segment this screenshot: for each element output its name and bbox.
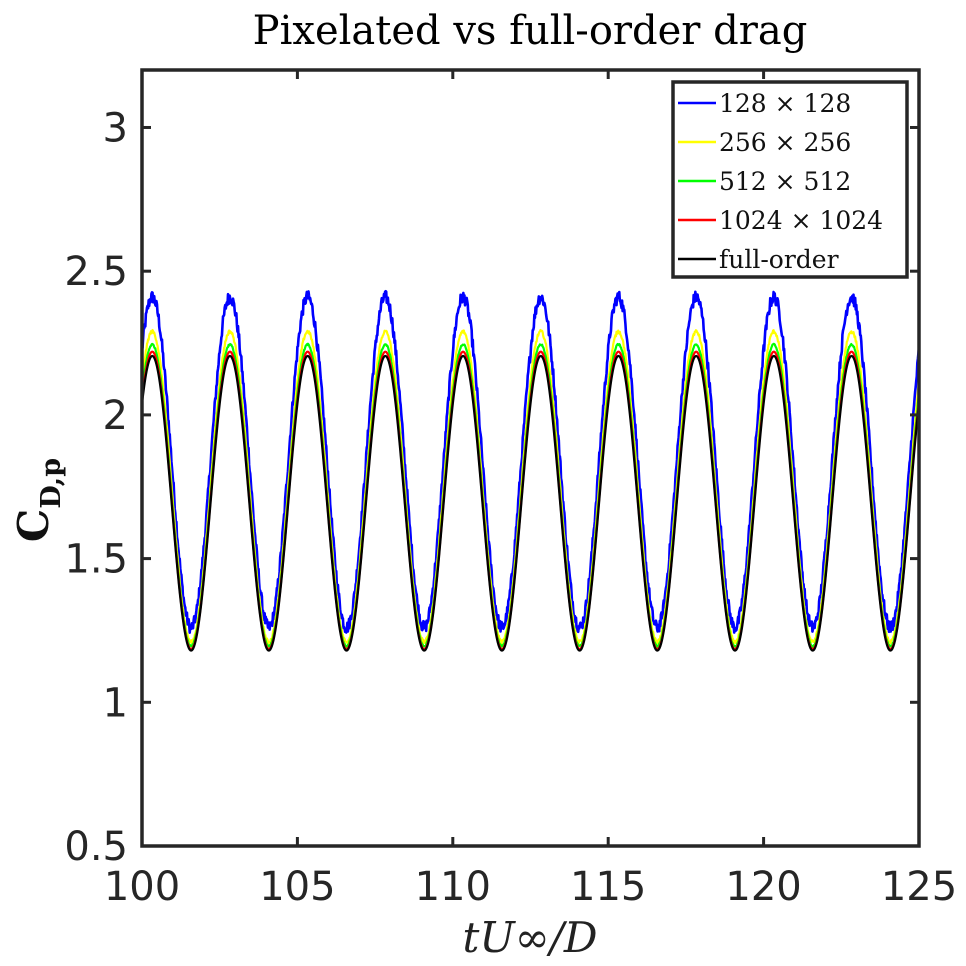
x-axis-label: tU∞/D (462, 913, 597, 962)
y-tick-label: 0.5 (64, 824, 128, 870)
x-tick-label: 125 (881, 864, 957, 910)
y-axis-label: CD,p (9, 458, 67, 542)
y-tick-label: 2.5 (64, 249, 128, 295)
legend-label-0: 128 × 128 (719, 89, 851, 118)
legend-label-3: 1024 × 1024 (719, 206, 883, 235)
chart-title: Pixelated vs full-order drag (253, 8, 808, 54)
y-axis-label-subscript: D,p (36, 458, 67, 509)
x-tick-label: 115 (570, 864, 646, 910)
legend: 128 × 128 256 × 256 512 × 512 1024 × 1024 fu… (671, 80, 909, 279)
y-tick-label: 1.5 (64, 537, 128, 583)
legend-label-4: full-order (719, 245, 839, 274)
y-tick-label: 2 (103, 393, 128, 439)
x-tick-label: 100 (104, 864, 180, 910)
plot-frame (140, 68, 921, 848)
y-tick-label: 3 (103, 105, 128, 151)
x-tick-label: 105 (259, 864, 335, 910)
series-line-0 (140, 289, 921, 634)
legend-label-1: 256 × 256 (719, 128, 851, 157)
y-tick-label: 1 (103, 680, 128, 726)
x-tick-labels: 100 105 110 115 120 125 (104, 864, 957, 910)
axis-ticks (140, 70, 921, 848)
series-line-4 (140, 354, 921, 652)
series-group (140, 289, 921, 652)
x-tick-label: 110 (415, 864, 491, 910)
y-tick-labels: 0.5 1 1.5 2 2.5 3 (64, 105, 128, 870)
legend-label-2: 512 × 512 (719, 167, 851, 196)
legend-box (671, 80, 909, 279)
legend-entries: 128 × 128 256 × 256 512 × 512 1024 × 1024 fu… (678, 89, 883, 274)
y-axis-label-main: C (9, 509, 58, 542)
x-tick-label: 120 (725, 864, 801, 910)
